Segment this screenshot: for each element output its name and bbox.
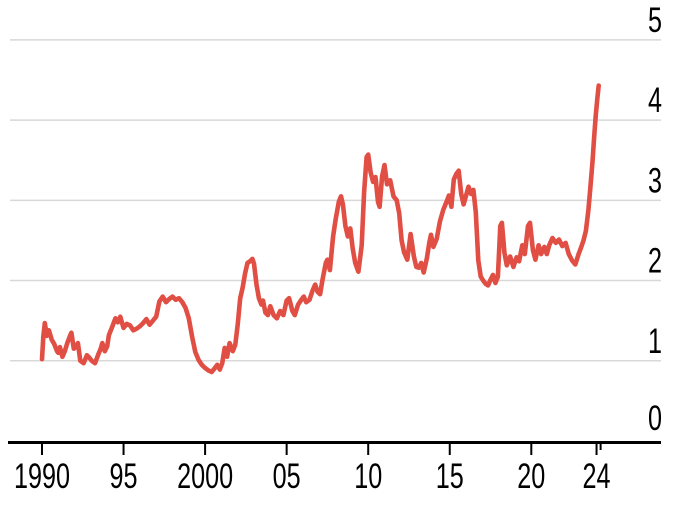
y-axis-labels: 0 1 2 3 4 5 — [648, 1, 662, 438]
y-tick-label: 3 — [648, 161, 662, 200]
y-tick-label: 1 — [648, 322, 662, 361]
x-tick-label: 10 — [354, 457, 382, 496]
gridlines — [10, 39, 661, 362]
y-tick-label: 2 — [648, 242, 662, 281]
y-tick-label: 5 — [648, 1, 662, 40]
x-tick-label: 24 — [583, 457, 611, 496]
x-tick-label: 20 — [517, 457, 545, 496]
x-tick-label: 2000 — [177, 457, 233, 496]
x-tick-label: 95 — [110, 457, 138, 496]
x-axis-labels: 1990 95 2000 05 10 15 20 24 — [14, 457, 611, 496]
y-tick-label: 4 — [648, 81, 662, 120]
x-axis — [8, 441, 661, 455]
y-tick-label: 0 — [648, 399, 662, 438]
x-tick-label: 05 — [273, 457, 301, 496]
data-series — [39, 83, 601, 375]
x-tick-label: 15 — [436, 457, 464, 496]
x-tick-label: 1990 — [14, 457, 70, 496]
price-line — [39, 83, 601, 375]
